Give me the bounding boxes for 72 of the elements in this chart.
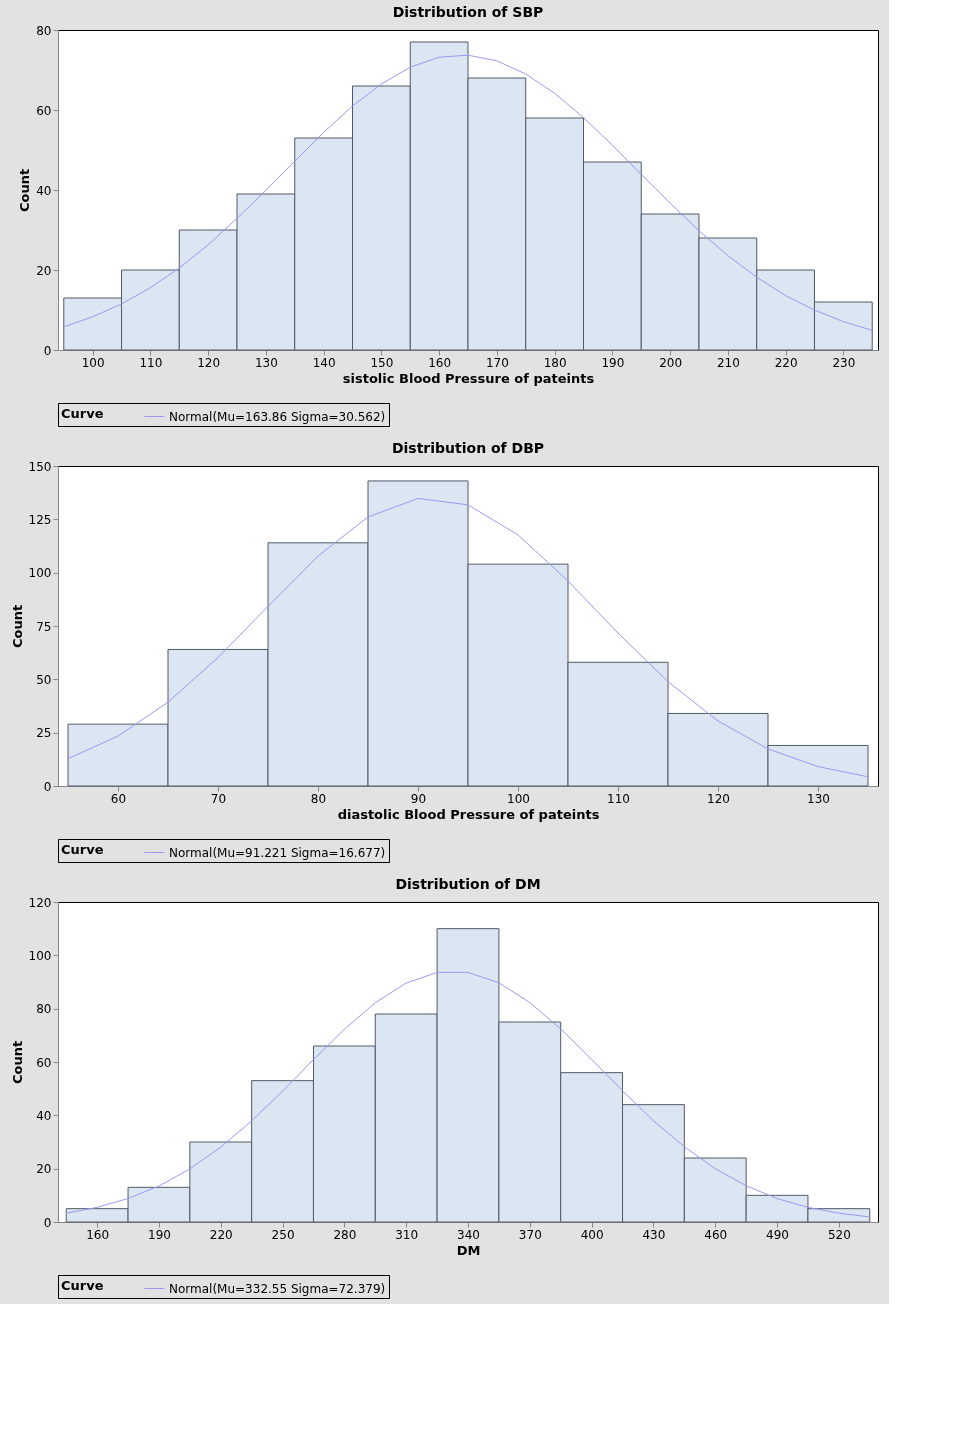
y-tick-label: 0: [43, 1215, 52, 1230]
y-tick-label: 0: [43, 343, 52, 358]
x-tick-label: 170: [485, 355, 509, 370]
x-tick-label: 120: [707, 791, 730, 806]
x-tick-label: 430: [642, 1227, 666, 1242]
x-tick-label: 190: [601, 355, 625, 370]
legend-label: Normal(Mu=332.55 Sigma=72.379): [169, 1281, 386, 1296]
y-tick-label: 80: [36, 23, 52, 38]
x-tick-label: 280: [333, 1227, 357, 1242]
x-tick-label: 520: [827, 1227, 851, 1242]
y-axis-title: Count: [9, 604, 25, 649]
x-tick-label: 220: [774, 355, 798, 370]
legend-title: Curve: [61, 406, 104, 421]
y-tick-label: 20: [36, 1162, 52, 1177]
x-tick-label: 400: [580, 1227, 604, 1242]
x-axis-title: diastolic Blood Pressure of pateints: [337, 806, 600, 822]
x-tick-label: 130: [254, 355, 278, 370]
y-tick-label: 60: [36, 103, 52, 118]
chart-title: Distribution of SBP: [392, 4, 544, 20]
y-tick-label: 120: [28, 895, 52, 910]
legend-label: Normal(Mu=163.86 Sigma=30.562): [169, 409, 386, 424]
y-tick-label: 75: [36, 619, 52, 634]
y-axis-title: Count: [17, 168, 33, 213]
x-tick-label: 460: [704, 1227, 728, 1242]
x-tick-label: 490: [766, 1227, 789, 1242]
legend-title: Curve: [61, 1278, 104, 1293]
y-tick-label: 150: [28, 459, 52, 474]
y-tick-label: 80: [36, 1002, 52, 1017]
x-tick-label: 250: [271, 1227, 295, 1242]
x-tick-label: 200: [659, 355, 683, 370]
y-tick-label: 125: [28, 512, 52, 527]
x-tick-label: 140: [312, 355, 336, 370]
x-tick-label: 110: [607, 791, 630, 806]
x-tick-label: 70: [210, 791, 227, 806]
x-tick-label: 160: [86, 1227, 110, 1242]
y-tick-label: 100: [28, 566, 52, 581]
x-tick-label: 160: [428, 355, 452, 370]
y-tick-label: 25: [36, 726, 52, 741]
chart-title: Distribution of DBP: [391, 440, 545, 456]
x-tick-label: 80: [310, 791, 327, 806]
x-tick-label: 130: [807, 791, 830, 806]
y-tick-label: 100: [28, 948, 52, 963]
line-series: [63, 54, 873, 331]
x-tick-label: 190: [148, 1227, 171, 1242]
x-tick-label: 370: [518, 1227, 542, 1242]
x-tick-label: 110: [139, 355, 163, 370]
x-tick-label: 310: [395, 1227, 419, 1242]
y-axis-title: Count: [9, 1040, 25, 1085]
y-tick-label: 60: [36, 1055, 52, 1070]
legend-label: Normal(Mu=91.221 Sigma=16.677): [169, 845, 386, 860]
x-tick-label: 120: [197, 355, 221, 370]
x-tick-label: 100: [507, 791, 530, 806]
legend-title: Curve: [61, 842, 104, 857]
x-axis-title: sistolic Blood Pressure of pateints: [342, 370, 595, 386]
x-tick-label: 340: [457, 1227, 480, 1242]
y-tick-label: 40: [36, 183, 52, 198]
x-tick-label: 150: [370, 355, 394, 370]
x-axis-title: DM: [456, 1242, 481, 1258]
x-tick-label: 100: [81, 355, 105, 370]
y-tick-label: 0: [43, 779, 52, 794]
x-tick-label: 90: [410, 791, 427, 806]
line-series: [65, 971, 871, 1218]
chart-title: Distribution of DM: [395, 876, 541, 892]
y-tick-label: 50: [36, 672, 52, 687]
x-tick-label: 230: [832, 355, 856, 370]
x-tick-label: 210: [716, 355, 740, 370]
y-tick-label: 20: [36, 263, 52, 278]
y-tick-label: 40: [36, 1108, 52, 1123]
x-tick-label: 220: [209, 1227, 233, 1242]
line-series: [67, 497, 869, 778]
x-tick-label: 60: [110, 791, 127, 806]
x-tick-label: 180: [543, 355, 567, 370]
